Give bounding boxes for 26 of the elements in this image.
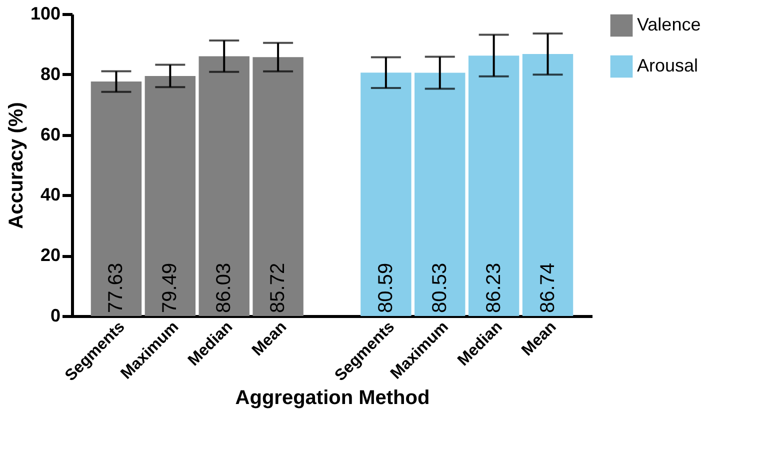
y-tick-label: 60: [40, 124, 60, 144]
data-label: 86.03: [213, 262, 236, 313]
data-label: 86.74: [536, 262, 559, 313]
y-tick-label: 20: [40, 245, 60, 266]
data-label: 85.72: [267, 262, 290, 313]
y-tick-label: 0: [50, 306, 60, 326]
y-axis-title: Accuracy (%): [5, 102, 28, 229]
bar: [360, 72, 412, 316]
data-label: 77.63: [105, 262, 128, 313]
data-label: 80.59: [374, 262, 397, 313]
bar: [252, 57, 304, 316]
bar: [198, 56, 250, 316]
y-tick-label: 100: [30, 4, 60, 24]
bar: [468, 56, 520, 316]
legend-label: Arousal: [637, 56, 698, 76]
bar: [144, 76, 196, 316]
x-axis-title: Aggregation Method: [235, 386, 430, 409]
data-label: 80.53: [428, 262, 451, 313]
y-tick-label: 80: [40, 64, 60, 84]
bar: [90, 82, 142, 316]
data-label: 86.23: [482, 262, 505, 313]
y-tick-label: 40: [40, 184, 60, 205]
legend-label: Valence: [637, 14, 701, 34]
bar: [414, 72, 466, 316]
data-label: 79.49: [159, 262, 182, 313]
bar: [522, 54, 574, 316]
